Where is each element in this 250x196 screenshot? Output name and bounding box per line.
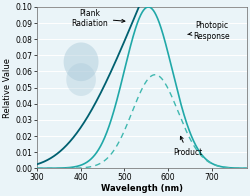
Polygon shape (66, 63, 96, 96)
Text: Photopic
Response: Photopic Response (188, 22, 230, 41)
Y-axis label: Relative Value: Relative Value (4, 58, 13, 118)
X-axis label: Wavelength (nm): Wavelength (nm) (101, 183, 183, 192)
Text: Plank
Radiation: Plank Radiation (71, 9, 125, 28)
Text: Product: Product (173, 136, 202, 157)
Polygon shape (64, 43, 98, 81)
